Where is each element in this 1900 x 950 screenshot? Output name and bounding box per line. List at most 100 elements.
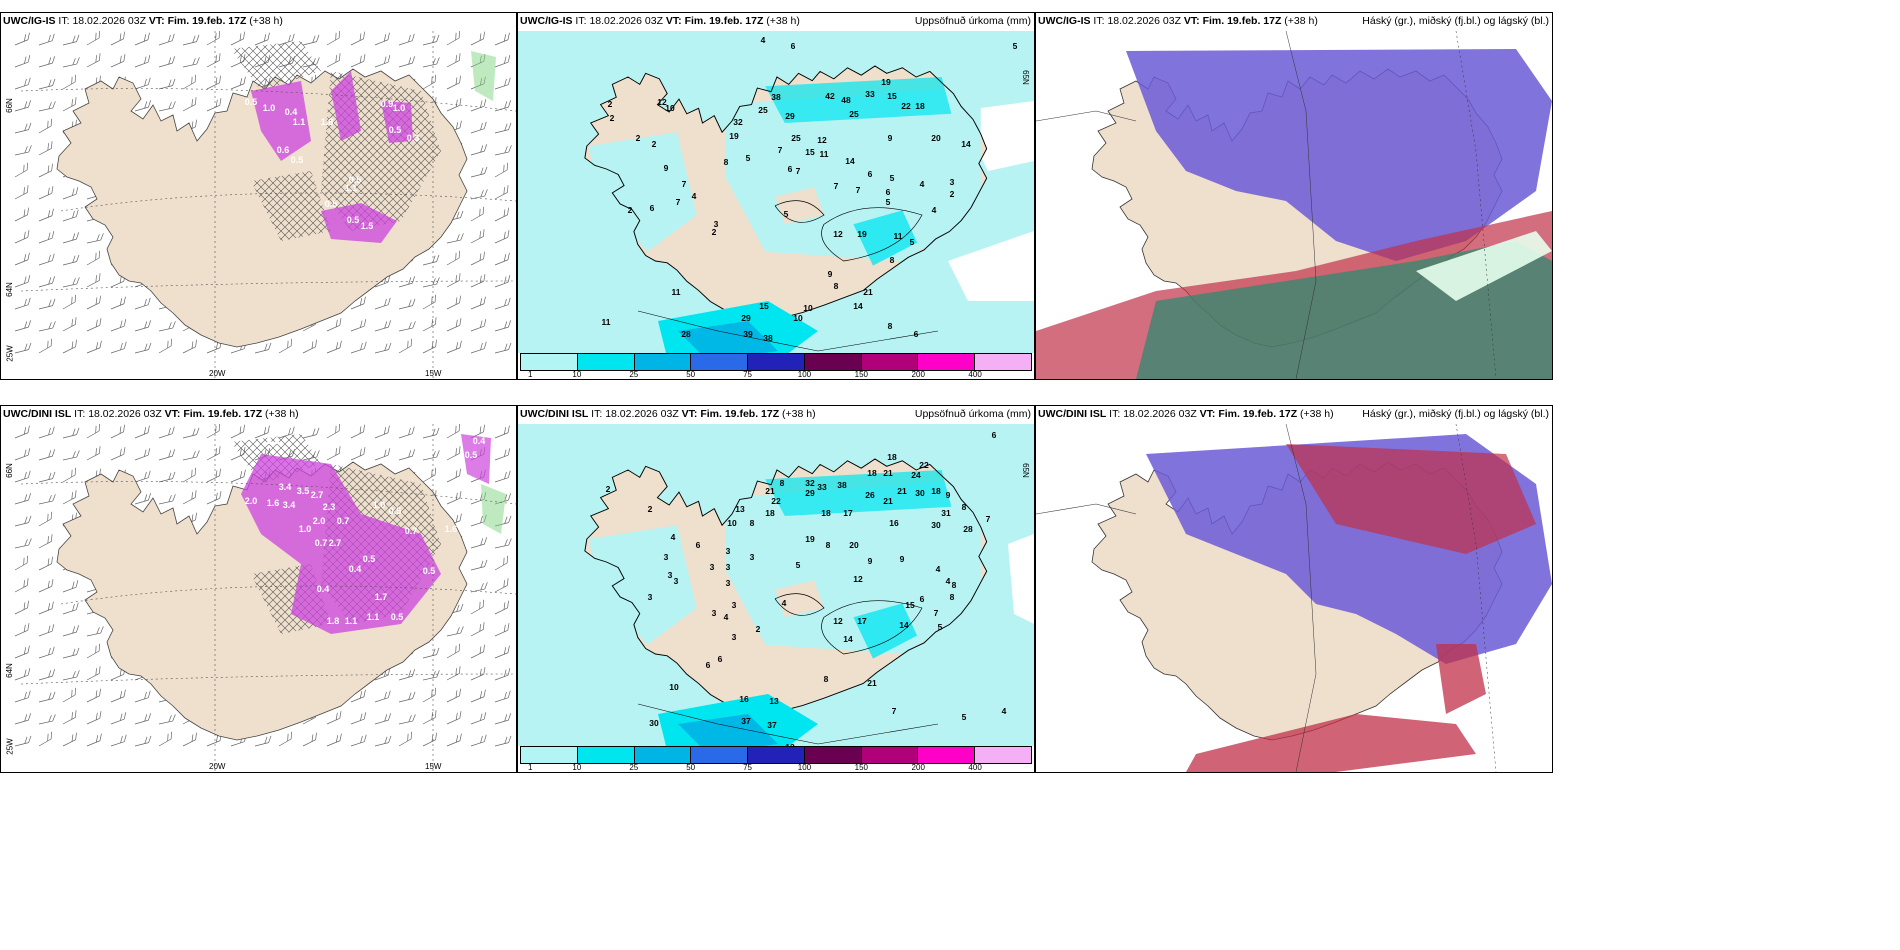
precip-value: 5 [938, 622, 943, 632]
precip-value: 17 [843, 508, 853, 518]
snow-value: 0.5 [389, 506, 402, 516]
panel-header: UWC/IG-IS IT: 18.02.2026 03Z VT: Fim. 19… [1038, 15, 1318, 27]
precip-value: 5 [910, 237, 915, 247]
precip-value: 8 [824, 674, 829, 684]
precip-value: 6 [718, 654, 723, 664]
precip-value: 6 [650, 203, 655, 213]
precip-value: 14 [843, 634, 853, 644]
precip-value: 9 [868, 556, 873, 566]
precip-value: 18 [867, 468, 877, 478]
panel-ig-clouds: UWC/IG-IS IT: 18.02.2026 03Z VT: Fim. 19… [1035, 12, 1553, 380]
snow-value: 0.5 [389, 125, 402, 135]
legend-swatch [634, 747, 692, 763]
snow-value: 0.4 [317, 584, 330, 594]
lon-label-20w: 20W [209, 762, 226, 771]
precip-value: 5 [962, 712, 967, 722]
lat-label-64n: 64N [4, 663, 14, 678]
snow-value: 0.5 [423, 566, 436, 576]
snow-value: 0.4 [285, 107, 298, 117]
precip-value: 7 [986, 514, 991, 524]
precip-value: 39 [743, 329, 753, 339]
precip-value: 3 [674, 576, 679, 586]
snow-value: 0.5 [347, 215, 360, 225]
precip-value: 2 [628, 205, 633, 215]
precip-value: 5 [796, 560, 801, 570]
precip-value: 33 [865, 89, 875, 99]
precip-value: 32 [805, 478, 815, 488]
legend-swatch [691, 354, 749, 370]
lat-label-64n: 64N [4, 282, 14, 297]
precip-value: 2 [608, 99, 613, 109]
precip-value: 4 [671, 532, 676, 542]
precip-value: 12 [817, 135, 827, 145]
precip-value: 4 [936, 564, 941, 574]
precip-value: 12 [785, 742, 795, 746]
precip-value: 12 [853, 574, 863, 584]
snow-value: 0.4 [349, 564, 362, 574]
legend-swatch [748, 747, 805, 763]
precip-value: 22 [771, 496, 781, 506]
precip-value: 6 [886, 187, 891, 197]
precip-value: 25 [791, 133, 801, 143]
legend-tick: 100 [797, 370, 812, 379]
precip-value: 11 [602, 317, 611, 327]
precip-value: 14 [899, 620, 909, 630]
precip-value: 21 [883, 496, 893, 506]
legend-tick: 1 [528, 763, 533, 772]
precip-value: 8 [750, 518, 755, 528]
precip-value: 10 [669, 682, 679, 692]
precip-value: 11 [820, 149, 829, 159]
snow-value: 0.3 [407, 133, 420, 143]
panel-header: UWC/IG-IS IT: 18.02.2026 03Z VT: Fim. 19… [3, 15, 283, 27]
precip-value: 19 [881, 77, 891, 87]
precip-value: 8 [952, 580, 957, 590]
precip-value: 29 [741, 313, 751, 323]
precip-value: 9 [900, 554, 905, 564]
precip-value: 20 [931, 133, 941, 143]
precip-value: 21 [863, 287, 873, 297]
precip-value: 37 [741, 716, 751, 726]
legend-swatch [804, 747, 862, 763]
legend-swatch [918, 354, 976, 370]
legend-swatch [975, 354, 1032, 370]
snow-value: 3.4 [283, 500, 296, 510]
precip-value: 3 [712, 608, 717, 618]
precip-value: 18 [821, 508, 831, 518]
precip-value: 32 [733, 117, 743, 127]
snow-value: 0.9 [381, 99, 394, 109]
precip-value: 37 [767, 720, 777, 730]
precip-value: 30 [931, 520, 941, 530]
precip-value: 3 [950, 177, 955, 187]
snow-value: 1.7 [375, 592, 388, 602]
precip-value: 3 [726, 546, 731, 556]
snow-value: 0.7 [315, 538, 328, 548]
precip-value: 16 [889, 518, 899, 528]
precip-value: 48 [841, 95, 851, 105]
snow-value: 1.5 [361, 221, 374, 231]
snow-value: 2.7 [329, 538, 342, 548]
precip-value: 8 [888, 321, 893, 331]
panel-dini-clouds: UWC/DINI ISL IT: 18.02.2026 03Z VT: Fim.… [1035, 405, 1553, 773]
precip-value: 3 [732, 600, 737, 610]
precip-value: 3 [732, 632, 737, 642]
precip-value: 15 [905, 600, 915, 610]
legend-swatch [634, 354, 692, 370]
precip-value: 11 [894, 231, 903, 241]
panel-dini-precip: UWC/DINI ISL IT: 18.02.2026 03Z VT: Fim.… [517, 405, 1035, 773]
precip-value: 6 [791, 41, 796, 51]
precip-value: 12 [657, 97, 667, 107]
legend-swatch [577, 747, 635, 763]
snow-value: 1.0 [263, 103, 276, 113]
precip-value: 28 [681, 329, 691, 339]
precip-value: 26 [865, 490, 875, 500]
legend-ticks: 1 10 25 50 75 100 150 200 400 [520, 370, 1032, 379]
precip-value: 4 [724, 612, 729, 622]
legend-bar [520, 746, 1032, 764]
legend-tick: 1 [528, 370, 533, 379]
snow-value: 1.0 [373, 500, 386, 510]
precip-value: 42 [825, 91, 835, 101]
precip-value: 21 [867, 678, 877, 688]
precip-value: 7 [892, 706, 897, 716]
precip-value: 4 [761, 35, 766, 45]
legend-swatch [577, 354, 635, 370]
